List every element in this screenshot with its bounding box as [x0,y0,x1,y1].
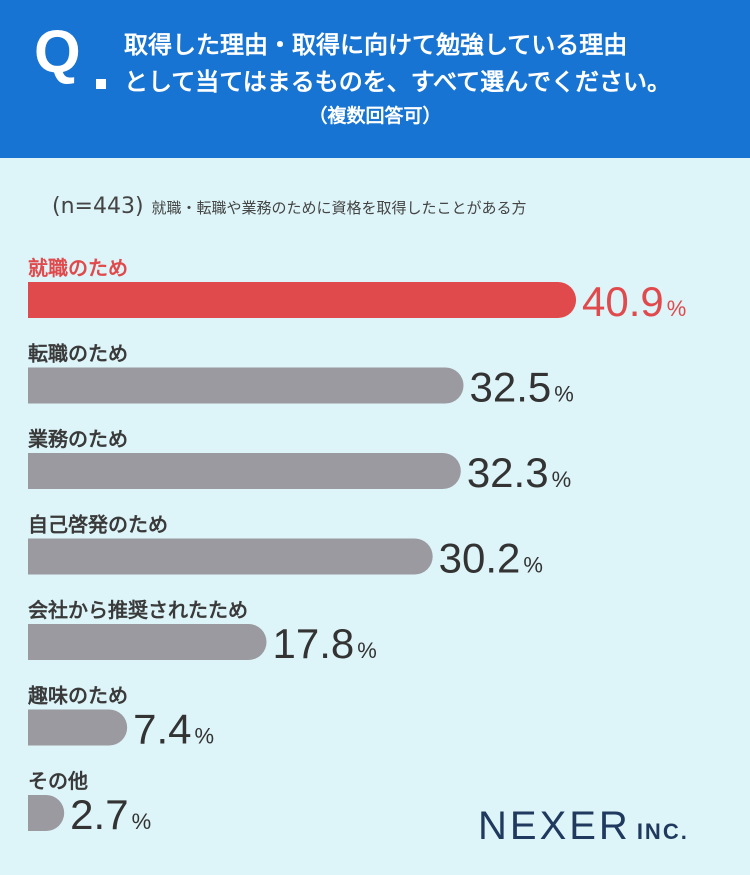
value-label: 32.3% [467,449,571,496]
category-label: 会社から推奨されたため [28,598,248,622]
logo-main: NEXER [478,804,631,848]
bar-left-cap [28,624,46,660]
question-line-2: として当てはまるものを、すべて選んでください。 [124,68,671,96]
sample-size: (n=443) [52,194,144,219]
value-label: 32.5% [470,364,574,411]
bar [28,538,433,575]
bar-left-cap [28,709,46,746]
bar-left-cap [28,795,46,831]
bar-left-cap [28,367,46,404]
nexer-logo: NEXER INC. [478,806,689,846]
bar-left-cap [28,538,46,575]
sample-description: 就職・転職や業務のために資格を取得したことがある方 [151,199,527,217]
q-mark: Q [34,18,81,85]
category-label: 就職のため [28,256,128,280]
value-label: 17.8% [273,620,377,667]
value-label: 2.7% [70,791,151,838]
q-dot [96,79,106,89]
category-label: 業務のため [28,427,128,451]
value-label: 7.4% [133,706,214,753]
bar-left-cap [28,453,46,489]
question-header: Q 取得した理由・取得に向けて勉強している理由 として当てはまるものを、すべて選… [0,0,750,158]
bar [28,624,267,660]
value-label: 40.9% [582,278,686,325]
bar [28,709,128,746]
logo-suffix: INC. [636,819,689,844]
question-note: （複数回答可） [308,105,442,127]
bar-left-cap [28,282,46,318]
value-label: 30.2% [439,535,543,582]
category-label: その他 [28,769,88,793]
sample-info: (n=443) 就職・転職や業務のために資格を取得したことがある方 [52,196,527,218]
category-label: 自己啓発のため [28,513,168,537]
bar [28,282,577,318]
question-line-1: 取得した理由・取得に向けて勉強している理由 [124,31,628,59]
bar [28,367,464,404]
category-label: 趣味のため [27,684,128,708]
bar [28,453,461,489]
category-label: 転職のため [28,342,128,366]
